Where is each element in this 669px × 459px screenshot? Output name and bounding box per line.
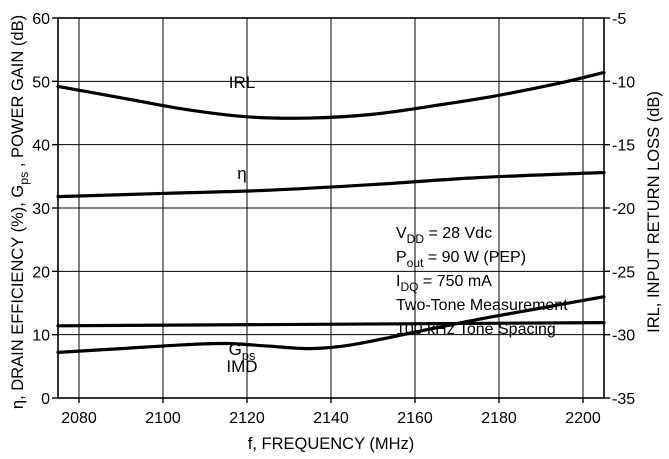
y-left-tick-label: 40: [32, 138, 50, 155]
x-axis-title: f, FREQUENCY (MHz): [248, 435, 415, 453]
series-label-gps: Gps: [229, 340, 256, 363]
y-right-tick-label: -30: [612, 328, 635, 345]
condition-text: VDD = 28 Vdc: [396, 225, 492, 246]
series-line-imd: [56, 295, 606, 354]
x-tick-label: 2180: [481, 410, 517, 427]
y-right-tick-label: -20: [612, 201, 635, 218]
y-left-tick-label: 20: [32, 264, 50, 281]
condition-text: Two-Tone Measurement: [396, 297, 568, 314]
x-tick-label: 2160: [397, 410, 433, 427]
x-tick-label: 2200: [565, 410, 601, 427]
series-line-irl: [56, 70, 606, 120]
y-left-axis-title: η, DRAIN EFFICIENCY (%), Gps , POWER GAI…: [9, 15, 31, 409]
x-tick-label: 2120: [229, 410, 265, 427]
x-tick-label: 2140: [313, 410, 349, 427]
x-tick-label: 2100: [145, 410, 181, 427]
y-right-tick-label: -5: [612, 11, 626, 28]
y-right-tick-label: -35: [612, 391, 635, 408]
y-left-tick-label: 0: [41, 391, 50, 408]
condition-text: Pout = 90 W (PEP): [396, 249, 526, 270]
y-left-tick-label: 50: [32, 74, 50, 91]
series-label-η: η: [237, 164, 246, 183]
series-label-irl: IRL: [229, 73, 255, 92]
y-left-tick-label: 10: [32, 328, 50, 345]
x-tick-label: 2080: [61, 410, 97, 427]
condition-text: IDQ = 750 mA: [396, 273, 492, 294]
series-layer: [56, 70, 606, 354]
series-line-gps: [56, 321, 606, 328]
condition-text: 100 kHz Tone Spacing: [396, 321, 556, 338]
y-right-tick-label: -25: [612, 264, 635, 281]
y-left-tick-label: 60: [32, 11, 50, 28]
series-line-η: [56, 170, 606, 199]
y-left-tick-label: 30: [32, 201, 50, 218]
y-right-tick-label: -15: [612, 138, 635, 155]
y-right-axis-title: IRL, INPUT RETURN LOSS (dB): [645, 91, 663, 333]
y-right-tick-label: -10: [612, 74, 635, 91]
ticks: 2080 2100 2120 2140 2160 2180 2200 0 10 20 30 40 50 6…: [32, 11, 635, 427]
series-label-imd: IMD: [226, 357, 257, 376]
grid: [58, 18, 604, 398]
